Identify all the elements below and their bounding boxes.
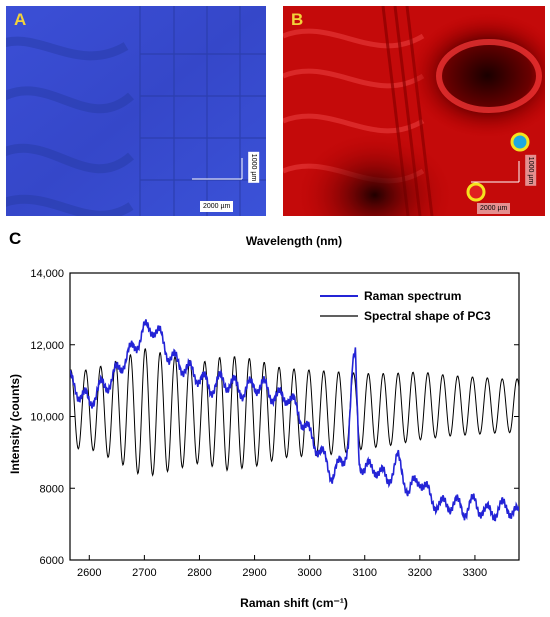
panel-a-image xyxy=(6,6,266,216)
panel-b-image xyxy=(283,6,545,216)
x-tick-label: 3100 xyxy=(353,567,377,579)
panel-b-scalebar-horizontal-label: 2000 µm xyxy=(477,203,511,214)
x-axis-title: Raman shift (cm⁻¹) xyxy=(240,596,348,610)
series-raman-line xyxy=(70,319,519,522)
panel-a-scalebar-horizontal-label: 2000 µm xyxy=(200,201,234,212)
legend-raman-label: Raman spectrum xyxy=(364,289,461,303)
x-tick-label: 2900 xyxy=(242,567,266,579)
x-tick-label: 2800 xyxy=(187,567,211,579)
series-pc3-line xyxy=(70,348,519,477)
panel-b-raman-map: B 2000 µm 1000 µm xyxy=(283,6,545,216)
panel-b-letter: B xyxy=(291,10,304,29)
x-tick-label: 2700 xyxy=(132,567,156,579)
legend-pc3-label: Spectral shape of PC3 xyxy=(364,309,491,323)
marker-cyan-icon xyxy=(510,132,530,152)
x-tick-label: 3300 xyxy=(463,567,487,579)
panel-a-scalebar-vertical-label: 1000 µm xyxy=(248,151,260,184)
panel-b-scalebar-vertical-label: 1000 µm xyxy=(525,154,537,187)
y-tick-label: 14,000 xyxy=(30,268,64,280)
y-tick-label: 8000 xyxy=(40,483,64,495)
x-tick-label: 2600 xyxy=(77,567,101,579)
raman-spectrum-chart: 2600 2700 2800 2900 3000 3100 3200 3300 6000 8000… xyxy=(8,234,520,610)
panel-a-micrograph: A 2000 µm 1000 µm xyxy=(6,6,266,216)
y-tick-label: 6000 xyxy=(40,555,64,567)
x2-axis-title: Wavelength (nm) xyxy=(246,234,342,248)
marker-red-icon xyxy=(466,182,486,202)
y-tick-label: 12,000 xyxy=(30,340,64,352)
y-tick-label: 10,000 xyxy=(30,412,64,424)
x-tick-label: 3200 xyxy=(408,567,432,579)
y-axis-title: Intensity (counts) xyxy=(8,374,22,474)
panel-c-letter: C xyxy=(9,229,22,248)
x-tick-label: 3000 xyxy=(297,567,321,579)
panel-a-letter: A xyxy=(14,10,27,29)
